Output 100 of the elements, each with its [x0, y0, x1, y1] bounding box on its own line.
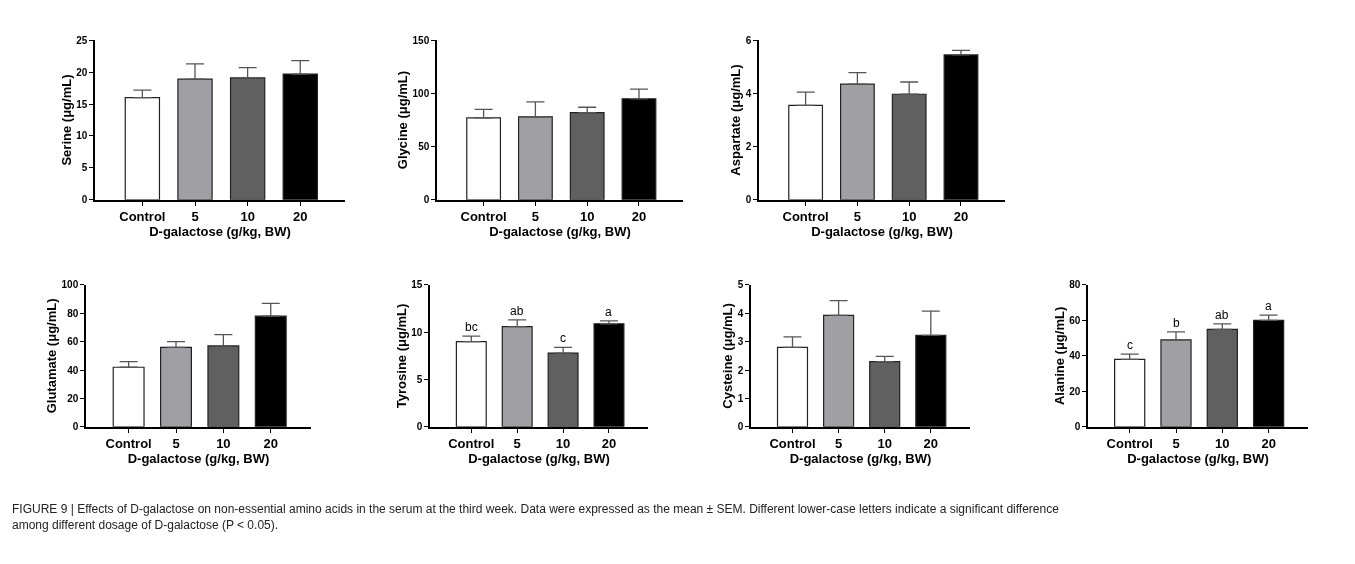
y-axis-title: Aspartate (μg/mL)	[728, 64, 744, 176]
x-tick-label: 20	[953, 209, 969, 225]
y-tick-label: 3	[737, 336, 744, 348]
y-tick-label: 60	[1069, 314, 1081, 326]
y-tick-label: 2	[745, 141, 752, 153]
x-tick-label: Control	[105, 436, 152, 452]
bar	[517, 116, 553, 200]
x-tick-label: 10	[579, 209, 595, 225]
x-tick-label: 10	[901, 209, 917, 225]
annotation: ab	[1215, 308, 1229, 322]
y-tick-label: 15	[411, 279, 423, 291]
x-tick-label: 20	[1261, 436, 1276, 452]
x-axis-title: D-galactose (g/kg, BW)	[127, 451, 270, 467]
y-tick-label: 20	[76, 66, 88, 78]
bar	[823, 314, 855, 427]
x-tick-label: Control	[119, 209, 166, 225]
y-axis-title: Glycine (μg/mL)	[395, 70, 411, 170]
x-axis-title: D-galactose (g/kg, BW)	[149, 224, 291, 240]
x-tick-label: 20	[293, 209, 308, 225]
annotation: bc	[465, 320, 478, 334]
y-tick-label: 5	[416, 374, 423, 386]
x-tick-label: 5	[531, 209, 540, 225]
y-tick-label: 150	[412, 34, 430, 46]
y-tick-label: 80	[67, 307, 79, 319]
y-tick-label: 5	[81, 162, 88, 174]
x-tick-label: 20	[631, 209, 647, 225]
y-tick-label: 2	[737, 364, 744, 376]
y-tick-label: 5	[737, 279, 744, 291]
y-tick-label: 80	[1069, 279, 1081, 291]
x-tick-label: 20	[601, 436, 617, 452]
y-tick-label: 40	[67, 364, 79, 376]
y-tick-label: 10	[76, 130, 88, 142]
y-tick-label: 4	[737, 307, 744, 319]
bar	[569, 111, 605, 200]
y-tick-label: 60	[67, 336, 79, 348]
annotation: a	[605, 305, 612, 319]
annotation: ab	[510, 304, 524, 318]
y-tick-label: 25	[76, 34, 88, 46]
y-tick-label: 10	[411, 326, 423, 338]
x-tick-label: 20	[923, 436, 939, 452]
x-tick-label: Control	[1106, 436, 1153, 452]
caption: FIGURE 9 | Effects of D-galactose on non-essential amino acids in the serum at the third week. Data were expressed as the mean ± SEM. Different lower-case letters indicate a significant difference among different dosage of D-galactose (P < 0.05).	[12, 502, 1060, 532]
y-tick-label: 0	[423, 194, 430, 206]
y-tick-label: 100	[412, 87, 430, 99]
x-tick-label: 5	[172, 436, 180, 452]
y-tick-label: 0	[745, 194, 752, 206]
x-tick-label: 5	[513, 436, 521, 452]
x-tick-label: 5	[853, 209, 862, 225]
x-tick-label: 20	[263, 436, 278, 452]
x-tick-label: 10	[877, 436, 892, 452]
bar	[1114, 358, 1146, 427]
x-tick-label: Control	[782, 209, 829, 225]
y-tick-label: 50	[418, 141, 430, 153]
y-tick-label: 0	[416, 421, 423, 433]
x-axis-title: D-galactose (g/kg, BW)	[789, 451, 932, 467]
bar	[466, 117, 502, 200]
y-tick-label: 20	[67, 392, 79, 404]
y-tick-label: 4	[745, 87, 752, 99]
y-tick-label: 15	[76, 98, 88, 110]
bar	[177, 78, 213, 200]
y-tick-label: 0	[737, 421, 744, 433]
bar	[160, 346, 192, 427]
bar	[788, 104, 824, 200]
x-tick-label: Control	[448, 436, 495, 452]
annotation: b	[1173, 316, 1180, 330]
annotation: c	[560, 331, 566, 345]
x-axis-title: D-galactose (g/kg, BW)	[468, 451, 610, 467]
y-axis-title: Serine (μg/mL)	[58, 74, 74, 166]
x-tick-label: 5	[834, 436, 843, 452]
y-tick-label: 1	[737, 392, 744, 404]
x-tick-label: 5	[191, 209, 199, 225]
bar	[501, 325, 533, 427]
bar	[112, 366, 145, 427]
bar	[776, 346, 809, 427]
bar	[124, 97, 161, 200]
x-tick-label: Control	[769, 436, 816, 452]
x-axis-title: D-galactose (g/kg, BW)	[811, 224, 953, 240]
y-tick-label: 100	[61, 279, 79, 291]
y-axis-title: Alanine (μg/mL)	[1051, 306, 1067, 406]
y-tick-label: 20	[1069, 385, 1081, 397]
annotation: c	[1127, 338, 1133, 352]
annotation: a	[1265, 299, 1272, 313]
x-tick-label: 10	[555, 436, 571, 452]
bar	[869, 360, 901, 427]
y-tick-label: 40	[1069, 350, 1081, 362]
x-tick-label: 10	[216, 436, 231, 452]
y-tick-label: 0	[81, 194, 88, 206]
x-axis-title: D-galactose (g/kg, BW)	[1127, 451, 1269, 467]
y-tick-label: 6	[745, 34, 752, 46]
y-tick-label: 0	[72, 421, 79, 433]
y-tick-label: 0	[1074, 421, 1081, 433]
y-axis-title: Cysteine (μg/mL)	[720, 303, 736, 409]
x-tick-label: 10	[1215, 436, 1230, 452]
x-tick-label: 5	[1172, 436, 1180, 452]
bar	[455, 341, 487, 427]
x-tick-label: Control	[460, 209, 507, 225]
x-tick-label: 10	[240, 209, 255, 225]
y-axis-title: Glutamate (μg/mL)	[44, 298, 60, 414]
bar	[1160, 339, 1192, 427]
x-axis-title: D-galactose (g/kg, BW)	[489, 224, 631, 240]
